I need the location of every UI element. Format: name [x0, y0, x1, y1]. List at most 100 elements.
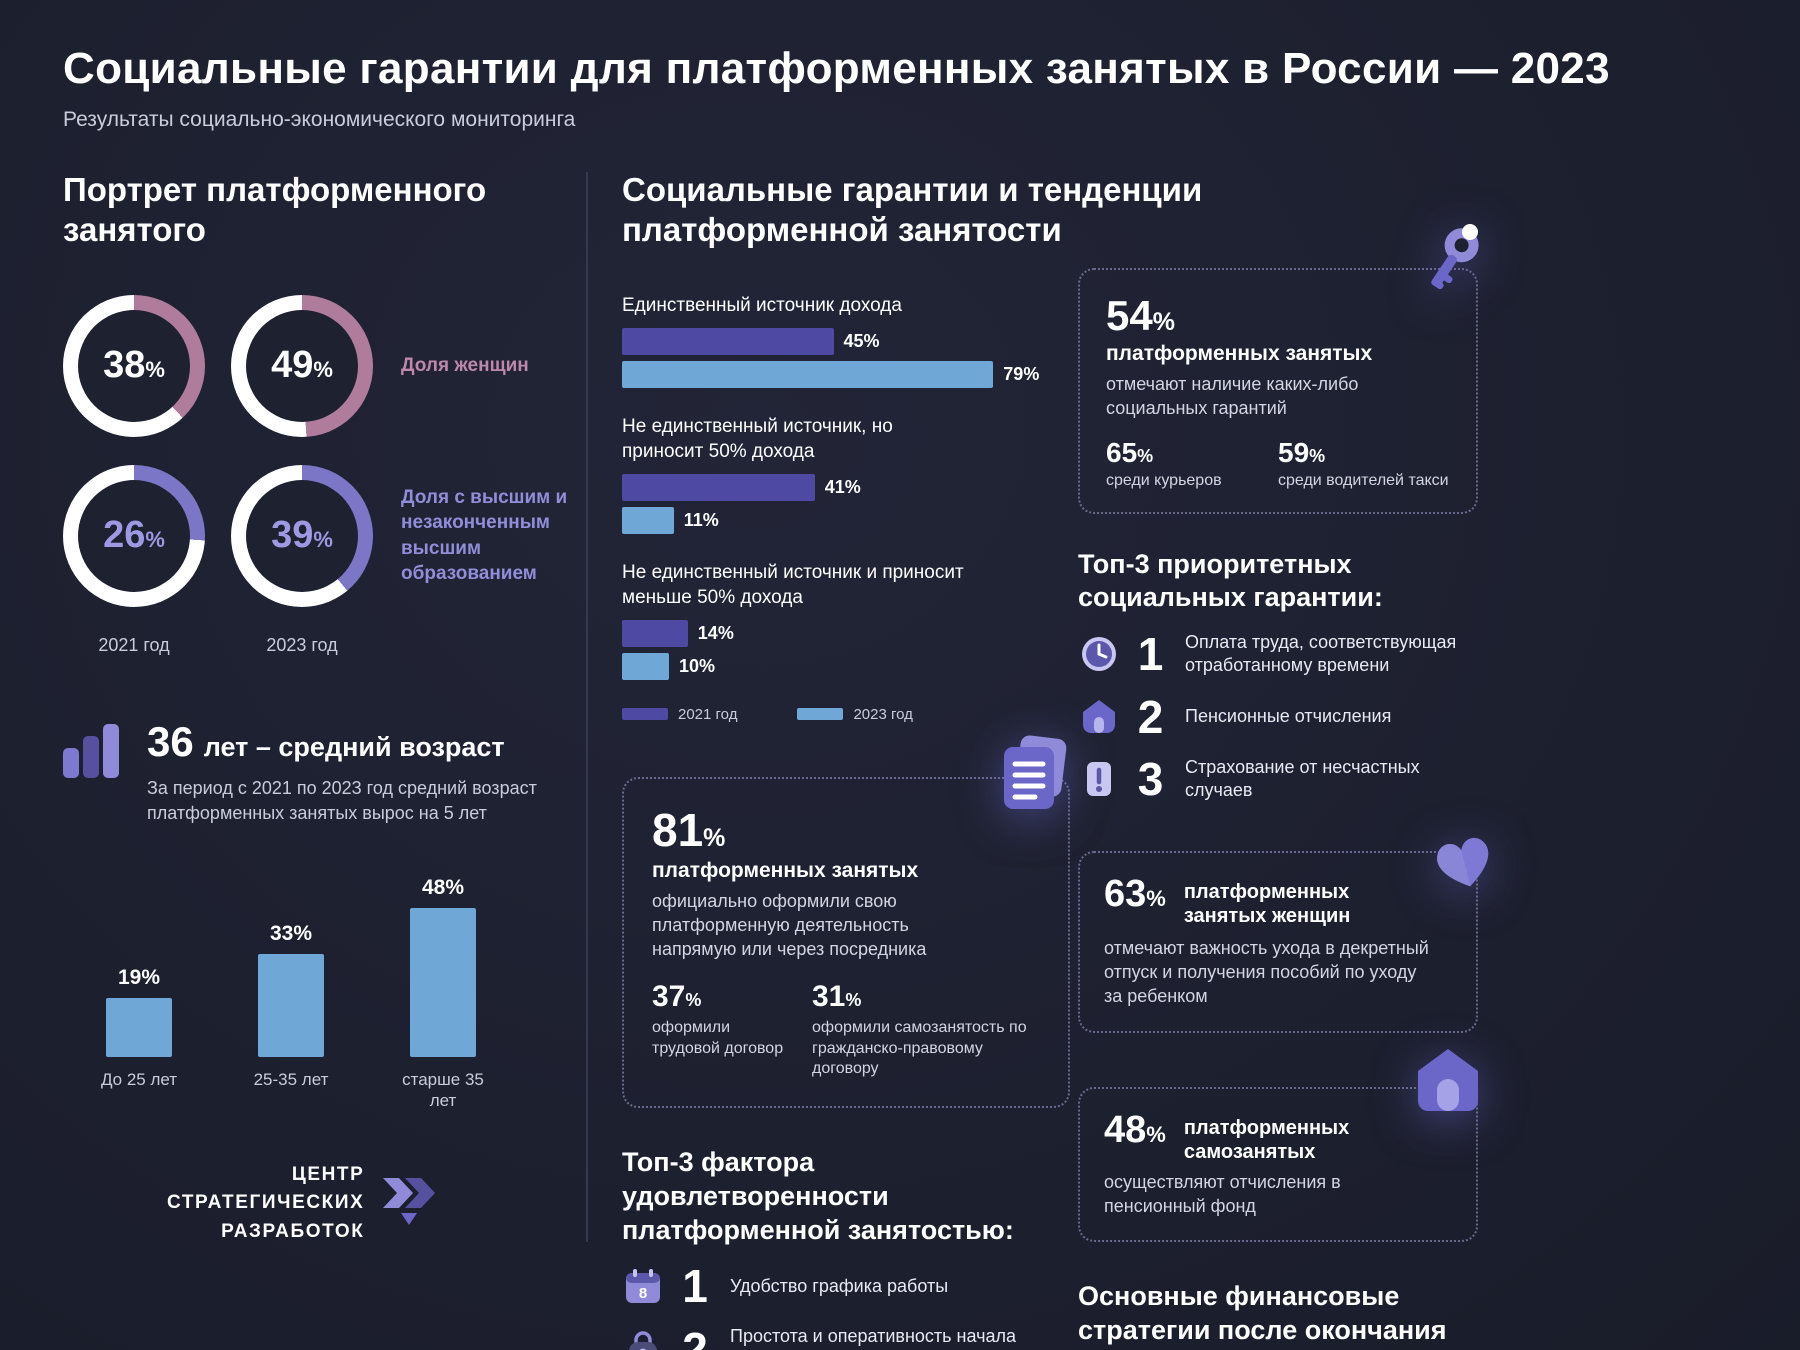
page-subtitle: Результаты социально-экономического мони… — [63, 108, 576, 131]
income-group-less-half: Не единственный источник и приносит мень… — [622, 560, 1100, 680]
age-bar-under-25: 19% До 25 лет — [63, 966, 215, 1115]
rank-number: 3 — [1137, 753, 1164, 806]
guarantees-section: Социальные гарантии и тенденции платформ… — [622, 170, 1202, 1350]
guarantees-substats: 65% среди курьеров 59% среди водителей т… — [1106, 437, 1450, 490]
substat-label: среди водителей такси — [1278, 471, 1449, 489]
substat-couriers: 65% среди курьеров — [1106, 437, 1278, 490]
donut-women-2021: 38% — [63, 294, 205, 437]
substat-percent: 65% — [1106, 436, 1154, 468]
guarantees-box: 54% платформенных занятых отмечают налич… — [1078, 224, 1479, 514]
substat-percent: 37% — [652, 979, 702, 1013]
age-distribution-chart: 19% До 25 лет 33% 25-35 лет 48% старше 3… — [63, 876, 571, 1115]
priority-item-3: 3 Страхование от несчастных случаев — [1078, 756, 1478, 803]
pension-bold-text: платформенных самозанятых — [1183, 1116, 1350, 1163]
women-share-label: Доля женщин — [401, 354, 529, 376]
bar-2023 — [622, 652, 669, 680]
donut-value: 38% — [103, 344, 165, 386]
registration-box: 81% платформенных занятых официально офо… — [622, 735, 1070, 1109]
bar-value-label: 14% — [697, 622, 734, 643]
bar — [258, 954, 324, 1057]
house-icon — [1418, 1048, 1478, 1111]
bar-row-2021: 41% — [622, 473, 1100, 501]
donut-value: 49% — [271, 344, 333, 386]
csr-logo-mark-icon — [383, 1178, 436, 1226]
legend-item-2023: 2023 год — [797, 706, 913, 723]
bar-row-2021: 14% — [622, 619, 1100, 647]
bar — [106, 997, 172, 1057]
csr-logo-text: ЦЕНТР СТРАТЕГИЧЕСКИХ РАЗРАБОТОК — [167, 1161, 364, 1247]
age-bar-over-35: 48% старше 35 лет — [367, 876, 519, 1115]
income-source-chart: Единственный источник дохода 45% 79% Не … — [622, 293, 1100, 723]
priorities-header: Топ-3 приоритетных социальных гарантии: — [1078, 548, 1383, 613]
donut-charts: 38% 49% Доля женщин 26% 39% Доля с высши… — [63, 294, 571, 656]
year-2023-label: 2023 год — [266, 634, 338, 655]
bar-row-2023: 11% — [622, 506, 1100, 534]
pension-contributions-box: 48% платформенных самозанятых осуществля… — [1078, 1048, 1478, 1243]
bar-2021 — [622, 473, 815, 501]
pension-body-text: осуществляют отчисления в пенсионный фон… — [1104, 1171, 1341, 1216]
donut-education-2021: 26% — [63, 464, 205, 607]
priority-item-text: Страхование от несчастных случаев — [1185, 756, 1420, 801]
registration-percent: 81% — [652, 803, 726, 856]
women-percent: 63% — [1104, 872, 1166, 915]
satisfaction-section: Топ-3 фактора удовлетворенности платформ… — [622, 1146, 1100, 1350]
guarantees-section-title: Социальные гарантии и тенденции платформ… — [622, 171, 1203, 249]
rank-number: 2 — [682, 1322, 708, 1350]
rank-number: 1 — [1137, 628, 1164, 681]
registration-body-text: официально оформили свою платформенную д… — [652, 890, 927, 960]
clock-icon — [1082, 637, 1116, 672]
average-age-block: 36 лет – средний возраст За период с 202… — [63, 718, 571, 826]
bar-value-label: 19% — [117, 965, 161, 989]
calendar-icon: 8 — [626, 1269, 660, 1304]
financial-strategies-section: Основные финансовые стратегии после окон… — [1078, 1280, 1478, 1350]
bar-value-label: 11% — [683, 509, 719, 530]
donut-value: 26% — [103, 514, 165, 556]
csr-logo: ЦЕНТР СТРАТЕГИЧЕСКИХ РАЗРАБОТОК — [167, 1161, 571, 1247]
substat-taxi-drivers: 59% среди водителей такси — [1278, 437, 1450, 490]
income-group-half: Не единственный источник, но приносит 50… — [622, 414, 1100, 534]
bar-value-label: 48% — [421, 875, 465, 899]
rank-number: 2 — [1137, 690, 1164, 743]
donut-year-labels: 2021 год 2023 год — [63, 635, 571, 656]
bar-row-2023: 79% — [622, 360, 1100, 388]
bar-value-label: 41% — [824, 476, 861, 497]
average-age-headline: 36 лет – средний возраст — [147, 718, 537, 766]
portrait-section: Портрет платформенного занятого 38% 49% … — [63, 170, 571, 1246]
substat-label: среди курьеров — [1106, 471, 1222, 489]
documents-icon — [1004, 735, 1067, 809]
satisfaction-item-1: 8 1 Удобство графика работы — [622, 1263, 1100, 1309]
average-age-description: За период с 2021 по 2023 год средний воз… — [147, 777, 537, 823]
donut-row-education: 26% 39% Доля с высшим и незаконченным вы… — [63, 464, 571, 607]
guarantees-body-text: отмечают наличие каких-либо социальных г… — [1106, 374, 1359, 419]
bar-2023 — [622, 360, 994, 388]
women-body-text: отмечают важность ухода в декретный отпу… — [1104, 937, 1429, 1007]
guarantees-percent: 54% — [1106, 292, 1175, 339]
income-group-sole: Единственный источник дохода 45% 79% — [622, 293, 1100, 388]
registration-substats: 37% оформили трудовой договор 31% оформи… — [652, 980, 1040, 1080]
bar-value-label: 10% — [679, 655, 716, 676]
bar-value-label: 33% — [269, 922, 313, 946]
heart-icon — [1437, 837, 1489, 886]
bar-chart-icon — [63, 723, 119, 778]
logo-line: ЦЕНТР — [291, 1163, 365, 1185]
average-age-text: 36 лет – средний возраст За период с 202… — [147, 718, 537, 826]
bar-category-label: старше 35 лет — [402, 1069, 484, 1111]
substat-text: оформили трудовой договор — [652, 1018, 784, 1057]
bar-2021 — [622, 619, 688, 647]
chart-legend: 2021 год 2023 год — [622, 706, 1100, 723]
donut-education-2023: 39% — [231, 464, 373, 607]
year-2021-label: 2021 год — [98, 634, 170, 655]
average-age-caption: лет – средний возраст — [203, 731, 505, 762]
bar-value-label: 45% — [843, 330, 880, 351]
satisfaction-item-text: Простота и оперативность начала сотрудни… — [730, 1326, 1017, 1350]
insurance-doc-icon — [1087, 762, 1111, 797]
registration-bold-text: платформенных занятых — [652, 858, 919, 882]
bar-2023 — [622, 506, 674, 534]
women-box-head: 63% платформенных занятых женщин — [1104, 873, 1452, 928]
income-group-label: Не единственный источник и приносит мень… — [622, 561, 964, 608]
bar-row-2021: 45% — [622, 327, 1100, 355]
legend-label: 2021 год — [678, 705, 738, 723]
legend-swatch-2023 — [797, 708, 844, 721]
logo-line: СТРАТЕГИЧЕСКИХ — [167, 1192, 365, 1214]
